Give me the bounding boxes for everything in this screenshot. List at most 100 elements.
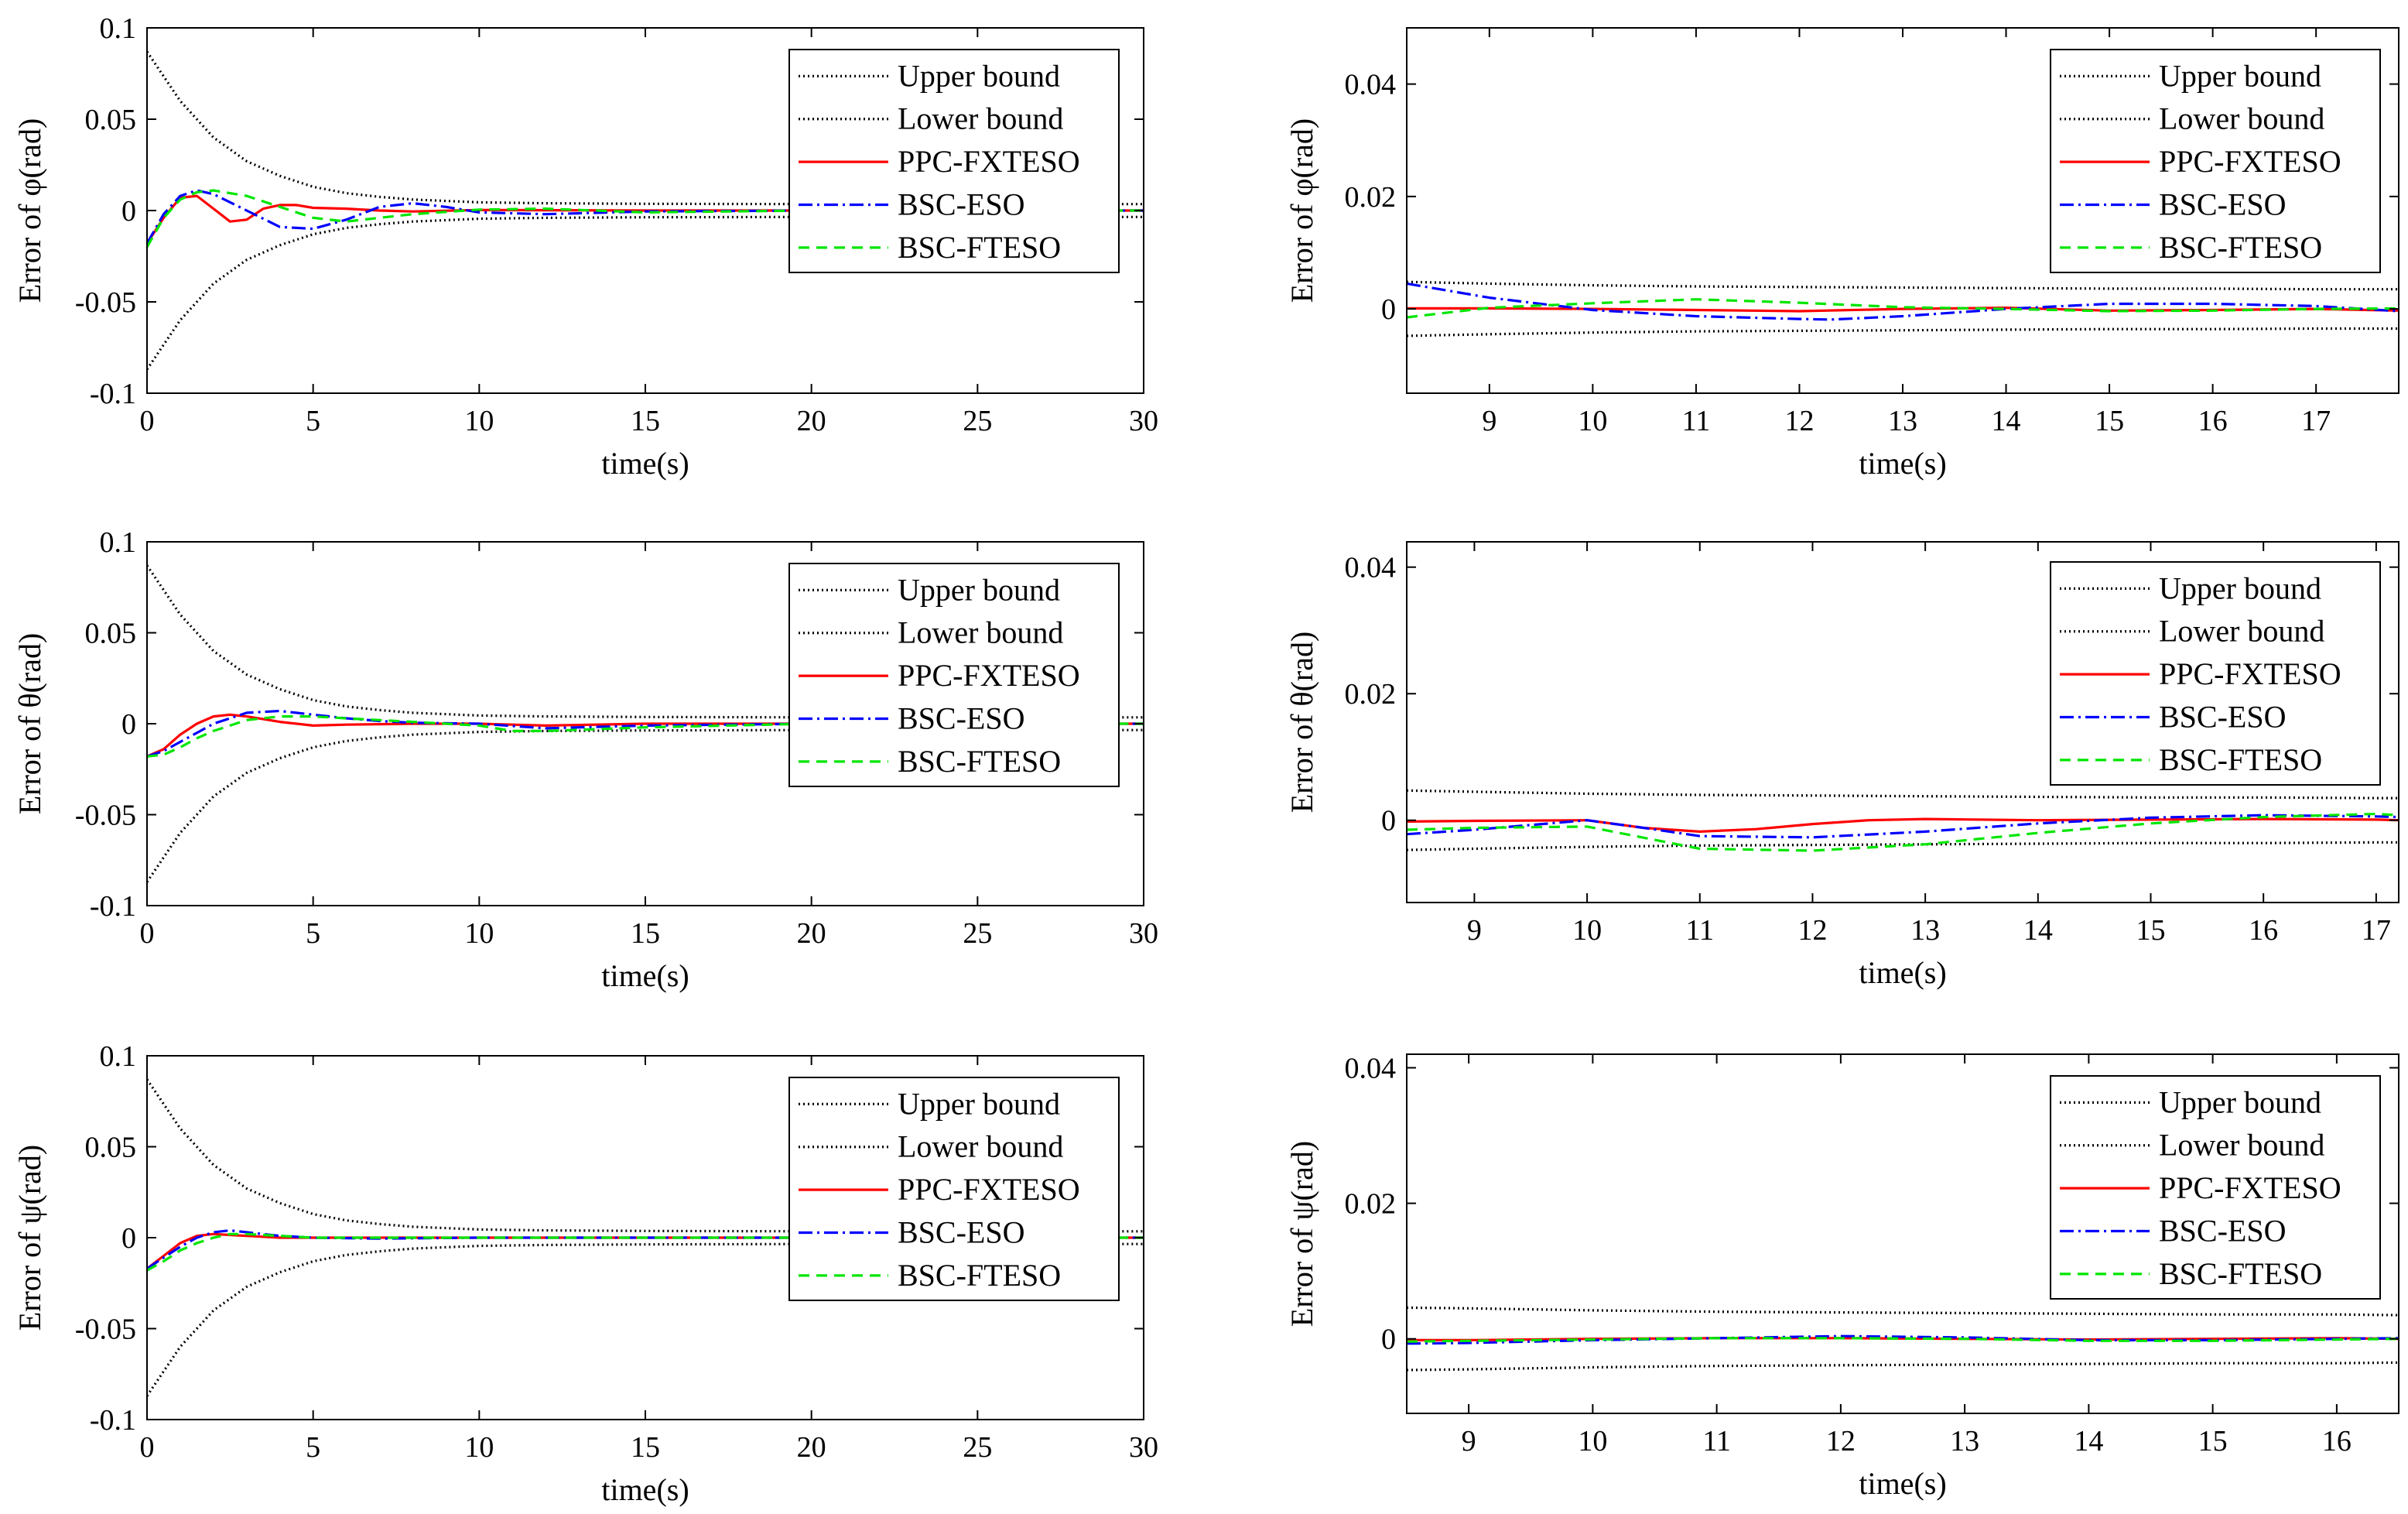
x-tick-label: 9 (1467, 914, 1482, 947)
y-tick-label: 0.04 (1345, 69, 1397, 101)
x-axis-label: time(s) (1859, 446, 1946, 481)
chart-theta_zoom: 9 10 11 12 13 14 15 16 17 0 0.02 0.04 time(s) Error o… (1284, 541, 2399, 990)
x-tick-label: 11 (1702, 1425, 1731, 1457)
series-line-upper (147, 50, 1144, 206)
legend-label: BSC-ESO (2159, 1213, 2287, 1248)
x-axis-label: time(s) (601, 446, 689, 481)
x-tick-label: 15 (2095, 405, 2124, 437)
x-axis-label: time(s) (1859, 955, 1946, 990)
x-tick-label: 13 (1950, 1425, 1979, 1457)
legend: Upper bound Lower bound PPC-FXTESO BSC-ESO B… (788, 563, 1120, 787)
legend-label: Lower bound (2159, 1128, 2324, 1163)
legend-label: PPC-FXTESO (898, 658, 1080, 693)
y-tick-label: -0.1 (90, 1404, 136, 1437)
x-tick-label: 0 (140, 917, 155, 950)
y-tick-label: 0.05 (85, 1132, 137, 1164)
x-tick-label: 15 (631, 1431, 660, 1464)
series-line-lower (147, 1242, 1144, 1397)
x-tick-label: 15 (2136, 914, 2166, 947)
axes-box (1406, 1053, 2399, 1414)
y-tick-label: 0 (121, 195, 136, 228)
chart-psi_full: 0 5 10 15 20 25 30 -0.1 -0.05 0 0.05 0.1 time(s) Erro… (12, 1040, 1158, 1507)
legend-label: BSC-FTESO (2159, 1256, 2322, 1291)
y-tick-label: -0.1 (90, 890, 136, 923)
x-tick-label: 5 (306, 405, 320, 437)
x-tick-label: 16 (2249, 914, 2278, 947)
x-tick-label: 17 (2362, 914, 2391, 947)
series-line-eso (1407, 282, 2399, 321)
series-line-upper (1407, 280, 2399, 291)
legend-label: BSC-FTESO (2159, 742, 2322, 777)
series-group (147, 564, 1144, 883)
legend: Upper bound Lower bound PPC-FXTESO BSC-ESO B… (2050, 561, 2381, 786)
legend-label: Upper bound (2159, 58, 2321, 93)
x-tick-label: 14 (1992, 405, 2021, 437)
series-line-ppc (147, 713, 1144, 758)
y-tick-label: 0.02 (1345, 678, 1397, 711)
legend: Upper bound Lower bound PPC-FXTESO BSC-ESO B… (2050, 1075, 2381, 1300)
x-tick-label: 15 (631, 405, 660, 437)
legend-label: BSC-FTESO (2159, 230, 2322, 265)
y-tick-label: 0.04 (1345, 1053, 1397, 1085)
x-axis-label: time(s) (601, 958, 689, 993)
series-line-lower (147, 215, 1144, 371)
x-tick-label: 20 (797, 1431, 826, 1464)
series-line-ppc (1407, 1337, 2399, 1342)
x-tick-label: 25 (963, 405, 992, 437)
legend-label: Lower bound (898, 615, 1063, 650)
legend-label: BSC-ESO (898, 187, 1025, 221)
chart-phi_full: 0 5 10 15 20 25 30 -0.1 -0.05 0 0.05 0.1 time(s) Erro… (12, 12, 1158, 481)
legend-label: PPC-FXTESO (2159, 144, 2341, 179)
y-tick-label: 0 (121, 1222, 136, 1255)
y-tick-label: -0.05 (75, 286, 136, 319)
y-tick-label: 0.1 (100, 526, 137, 559)
x-tick-label: 20 (797, 917, 826, 950)
x-tick-label: 13 (1888, 405, 1917, 437)
x-tick-label: 9 (1482, 405, 1496, 437)
series-line-lower (147, 728, 1144, 883)
series-line-eso (1407, 1334, 2399, 1345)
x-tick-label: 13 (1910, 914, 1940, 947)
chart-psi_zoom: 9 10 11 12 13 14 15 16 0 0.02 0.04 time(s) Error of … (1284, 1053, 2399, 1501)
legend-label: Lower bound (898, 1129, 1063, 1164)
y-tick-label: -0.05 (75, 800, 136, 832)
y-axis-label: Error of θ(rad) (12, 633, 47, 815)
x-tick-label: 5 (306, 1431, 320, 1464)
x-tick-label: 10 (464, 405, 494, 437)
x-tick-label: 10 (1572, 914, 1602, 947)
x-tick-label: 17 (2301, 405, 2331, 437)
y-tick-label: 0 (1381, 805, 1396, 837)
legend-label: BSC-ESO (2159, 187, 2287, 221)
series-line-fteso (1407, 298, 2399, 319)
series-line-ppc (147, 1232, 1144, 1270)
y-tick-label: 0 (121, 708, 136, 741)
legend-label: Lower bound (2159, 614, 2324, 649)
x-tick-label: 10 (464, 917, 494, 950)
legend-label: BSC-ESO (898, 1214, 1025, 1249)
x-tick-label: 11 (1685, 914, 1714, 947)
series-line-lower (1407, 327, 2399, 337)
y-axis-label: Error of φ(rad) (1284, 118, 1319, 303)
legend: Upper bound Lower bound PPC-FXTESO BSC-ESO B… (788, 1077, 1120, 1301)
x-tick-label: 12 (1797, 914, 1827, 947)
legend-label: Lower bound (2159, 101, 2324, 136)
x-tick-label: 15 (631, 917, 660, 950)
x-tick-label: 10 (1578, 1425, 1607, 1457)
x-tick-label: 25 (963, 1431, 992, 1464)
legend-label: PPC-FXTESO (2159, 1170, 2341, 1205)
x-tick-label: 15 (2198, 1425, 2228, 1457)
series-line-eso (147, 189, 1144, 245)
x-axis-label: time(s) (601, 1472, 689, 1507)
series-group (1407, 280, 2399, 337)
series-group (147, 50, 1144, 371)
y-tick-label: 0 (1381, 293, 1396, 326)
x-axis-label: time(s) (1859, 1466, 1946, 1501)
legend-label: BSC-ESO (2159, 699, 2287, 734)
y-tick-label: -0.1 (90, 378, 136, 410)
x-tick-label: 5 (306, 917, 320, 950)
x-tick-label: 20 (797, 405, 826, 437)
y-axis-label: Error of φ(rad) (12, 118, 47, 303)
x-tick-label: 12 (1784, 405, 1814, 437)
y-tick-label: 0.02 (1345, 181, 1397, 214)
